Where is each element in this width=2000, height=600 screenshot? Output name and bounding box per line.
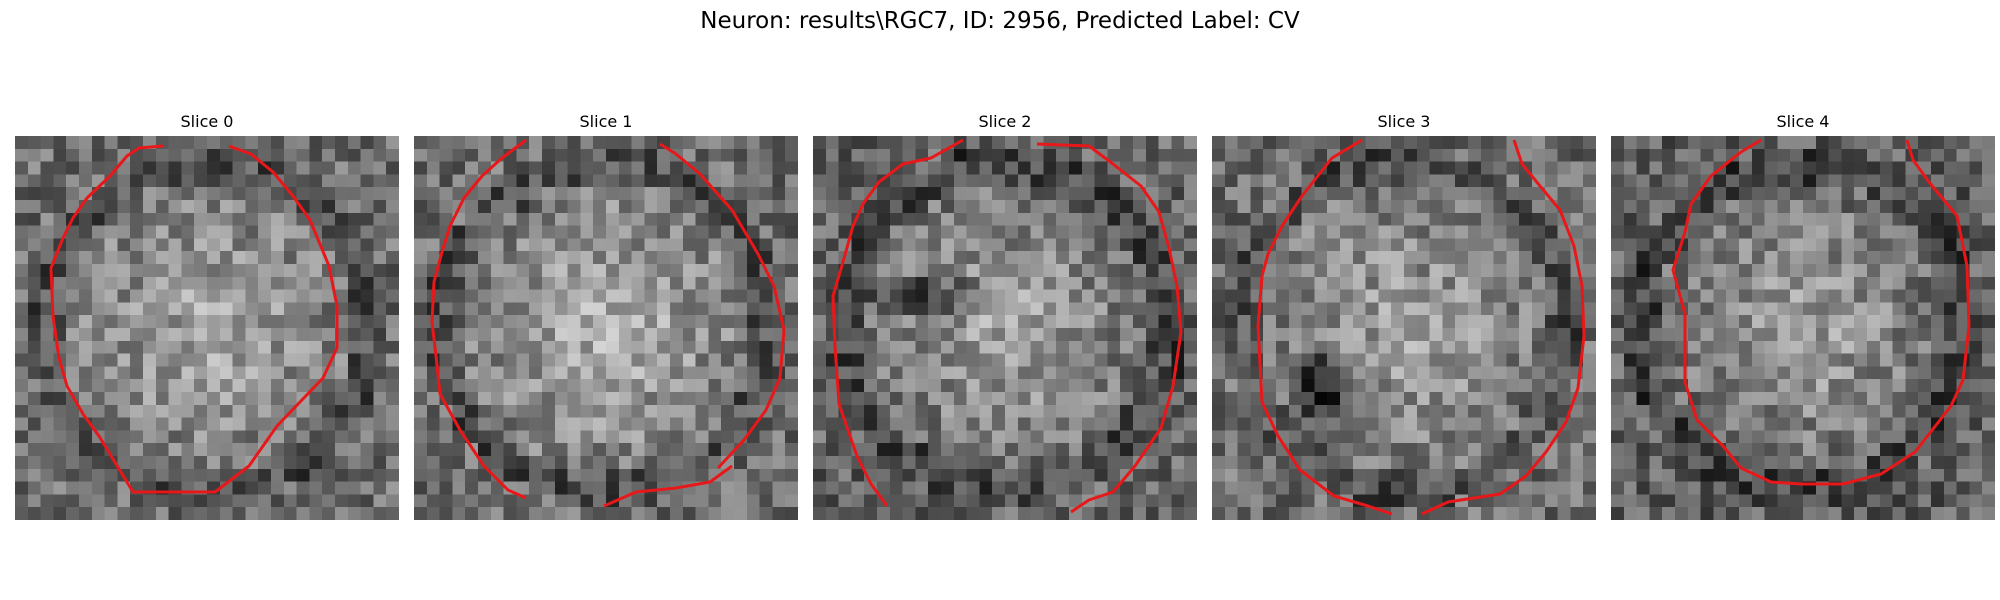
slice-title-1: Slice 1 <box>414 112 798 131</box>
segmentation-outline-0 <box>15 136 399 520</box>
segmentation-outline-3 <box>1212 136 1596 520</box>
slice-title-0: Slice 0 <box>15 112 399 131</box>
segmentation-outline-2 <box>813 136 1197 520</box>
slice-title-4: Slice 4 <box>1611 112 1995 131</box>
segmentation-outline-1 <box>414 136 798 520</box>
segmentation-outline-4 <box>1611 136 1995 520</box>
figure-title: Neuron: results\RGC7, ID: 2956, Predicte… <box>0 8 2000 34</box>
slice-title-2: Slice 2 <box>813 112 1197 131</box>
slice-title-3: Slice 3 <box>1212 112 1596 131</box>
